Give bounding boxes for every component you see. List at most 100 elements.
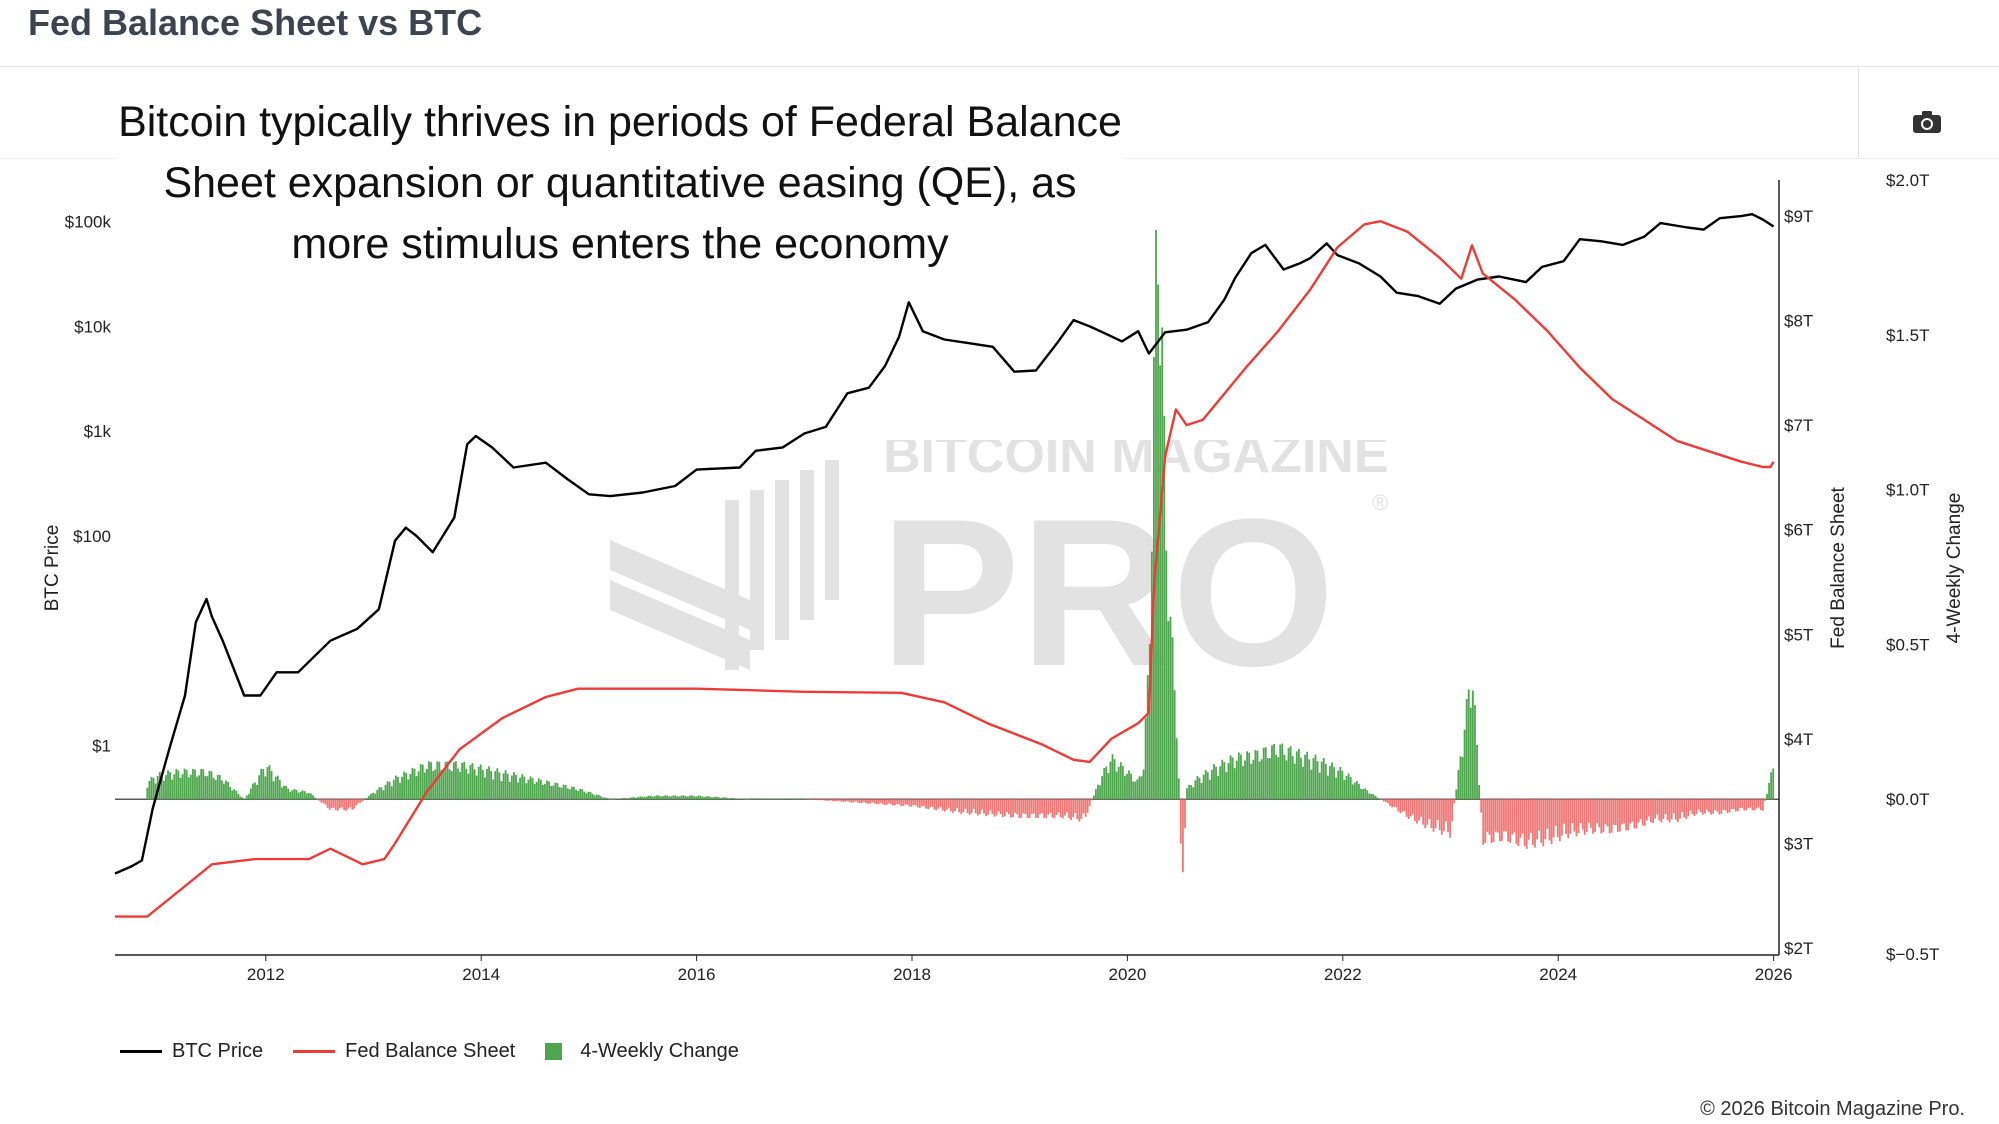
weekly-change-bar [355,799,358,806]
weekly-change-bar [326,799,329,808]
weekly-change-bar [239,796,242,800]
weekly-change-bar [1198,777,1201,800]
weekly-change-bar [260,768,263,800]
weekly-change-bar [276,775,279,800]
weekly-change-bar [465,768,468,800]
weekly-change-bar [583,791,586,800]
weekly-change-bar [510,775,513,800]
weekly-change-bar [836,799,838,802]
weekly-change-bar [1453,799,1456,804]
weekly-change-bar [664,795,667,800]
weekly-change-bar [788,799,791,800]
weekly-change-bar [1471,690,1474,800]
weekly-change-bar [579,788,582,800]
weekly-change-bar [1206,772,1209,800]
weekly-change-bar [1061,799,1064,819]
weekly-change-bar [575,789,577,800]
weekly-change-bar [705,796,708,800]
weekly-change-bar [1631,799,1634,822]
weekly-change-bar [784,799,787,800]
weekly-change-bar [612,798,615,800]
weekly-change-bar [1341,770,1344,800]
weekly-change-bar [365,798,368,800]
weekly-change-bar [1517,799,1520,847]
weekly-change-bar [423,772,426,800]
weekly-change-bar [162,781,165,800]
weekly-change-bar [1469,707,1472,800]
weekly-change-bar [345,799,348,811]
weekly-change-bar [1252,760,1255,800]
weekly-change-bar [204,775,207,800]
weekly-change-bar [1045,799,1048,819]
weekly-change-bar [1681,799,1683,813]
weekly-change-bar [1105,766,1108,800]
weekly-change-bar [1370,794,1373,800]
weekly-change-bar [1505,799,1507,832]
weekly-change-bar [1581,799,1584,830]
weekly-change-bar [1509,799,1512,843]
weekly-change-bar [206,776,209,800]
weekly-change-bar [1685,799,1688,819]
camera-icon[interactable] [1912,110,1942,134]
y-right2-tick-label: $2.0T [1886,171,1929,190]
weekly-change-bar [1005,799,1008,812]
weekly-change-bar [1445,799,1447,822]
weekly-change-bar [1111,754,1114,800]
weekly-change-bar [738,798,741,800]
legend-item-btc-price[interactable]: BTC Price [120,1040,263,1063]
weekly-change-bar [1063,799,1066,816]
weekly-change-bar [196,776,198,800]
weekly-change-bar [1318,772,1321,800]
weekly-change-bar [618,798,621,800]
weekly-change-bar [1403,799,1406,812]
weekly-change-bar [295,789,298,800]
weekly-change-bar [1097,784,1099,800]
weekly-change-bar [972,799,975,809]
weekly-change-bar [763,799,766,800]
weekly-change-bar [581,789,584,800]
weekly-change-bar [595,794,598,800]
weekly-change-bar [1612,799,1615,825]
weekly-change-bar [1374,795,1377,800]
weekly-change-bar [653,796,656,800]
weekly-change-bar [1026,799,1029,819]
weekly-change-bar [1175,738,1178,800]
weekly-change-bar [892,799,894,806]
weekly-change-bar [1507,799,1509,842]
weekly-change-bar [314,797,316,800]
weekly-change-bar [1039,799,1041,815]
weekly-change-bar [486,768,488,800]
weekly-change-bar [1745,799,1748,811]
weekly-change-bar [693,796,696,800]
weekly-change-bar [1293,763,1296,800]
weekly-change-bar [305,793,308,800]
legend-item-fed-balance-sheet[interactable]: Fed Balance Sheet [293,1040,515,1063]
weekly-change-bar [873,799,876,804]
weekly-change-bar [330,799,333,809]
weekly-change-bar [1420,799,1422,817]
weekly-change-bar [1732,799,1735,810]
weekly-change-bar [318,799,321,801]
weekly-change-bar [1161,327,1164,800]
weekly-change-bar [1130,773,1133,800]
weekly-change-bar [297,792,300,800]
weekly-change-bar [1086,799,1089,813]
weekly-change-bar [1484,799,1487,843]
weekly-change-bar [1540,799,1543,843]
weekly-change-bar [1090,799,1093,801]
weekly-change-bar [1128,770,1130,800]
weekly-change-bar [900,799,903,807]
weekly-change-bar [419,764,422,800]
weekly-change-bar [1426,799,1429,825]
weekly-change-bar [1138,776,1141,800]
weekly-change-bar [208,770,211,800]
weekly-change-bar [813,799,816,800]
legend-item-4-weekly-change[interactable]: 4-Weekly Change [545,1040,739,1063]
weekly-change-bar [359,799,362,803]
weekly-change-bar [954,799,956,812]
weekly-change-bar [711,797,714,800]
weekly-change-bar [1521,799,1524,834]
weekly-change-bar [1413,799,1416,821]
weekly-change-bar [989,799,992,811]
weekly-change-bar [1455,789,1458,800]
